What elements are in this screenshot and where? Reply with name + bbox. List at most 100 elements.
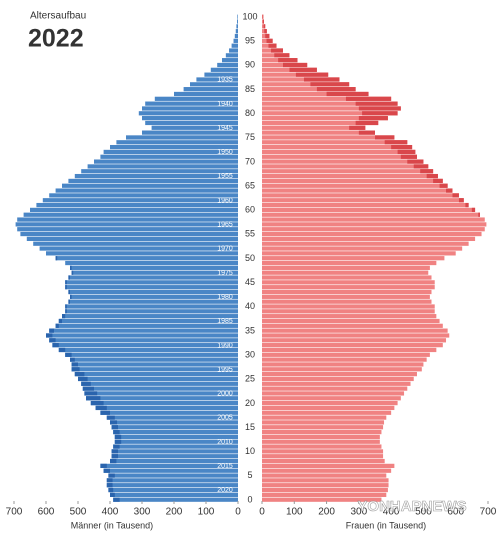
male-surplus [65, 352, 72, 357]
male-surplus [100, 410, 110, 415]
female-bar [262, 289, 432, 295]
female-bar [262, 246, 463, 251]
male-surplus [70, 294, 72, 299]
male-surplus [113, 497, 120, 502]
male-bar [15, 222, 238, 227]
female-bar [262, 309, 435, 314]
male-bar [36, 202, 239, 208]
male-bar [106, 415, 238, 420]
female-bar [262, 241, 469, 246]
x-tick-label-left: 100 [198, 507, 215, 518]
female-bar [262, 202, 469, 208]
birth-year-label: 1940 [217, 101, 233, 108]
age-tick-label: 35 [245, 325, 255, 335]
male-bar [145, 120, 238, 126]
age-tick-label: 100 [242, 11, 257, 21]
male-surplus [55, 323, 59, 328]
male-surplus [70, 357, 75, 362]
female-bar [262, 256, 445, 261]
male-surplus [86, 396, 101, 401]
female-bar [262, 333, 450, 338]
female-bar [262, 483, 389, 488]
female-surplus [355, 120, 379, 126]
male-bar [17, 227, 239, 232]
male-bar [229, 48, 238, 53]
female-surplus [295, 72, 329, 77]
female-bar [262, 444, 382, 449]
age-tick-label: 45 [245, 277, 255, 287]
female-surplus [420, 169, 434, 174]
female-surplus [282, 62, 308, 68]
male-bar [100, 463, 239, 469]
female-bar [262, 478, 389, 483]
male-surplus [110, 492, 115, 497]
male-bar [68, 178, 239, 184]
male-bar [78, 376, 238, 382]
male-bar [26, 236, 238, 241]
female-surplus [452, 193, 459, 198]
male-bar [111, 425, 238, 430]
x-tick-label-left: 700 [6, 507, 23, 518]
female-bar [262, 217, 485, 222]
age-tick-label: 5 [247, 470, 252, 480]
male-surplus [114, 434, 122, 440]
age-tick-label: 25 [245, 374, 255, 384]
male-surplus [90, 400, 104, 406]
female-bar [262, 275, 432, 280]
female-bar [262, 231, 482, 237]
female-bar [262, 125, 366, 130]
x-tick-label-right: 0 [259, 507, 265, 518]
female-surplus [471, 207, 476, 213]
male-surplus [49, 328, 54, 333]
female-surplus [400, 154, 417, 159]
male-surplus [103, 468, 110, 473]
female-bar [262, 362, 424, 367]
male-bar [87, 164, 238, 169]
male-bar [49, 328, 239, 333]
male-bar [55, 256, 238, 261]
male-surplus [62, 314, 66, 319]
male-surplus [84, 391, 98, 396]
male-bar [49, 193, 239, 198]
male-surplus [106, 478, 113, 483]
female-bar [262, 212, 480, 217]
male-bar [81, 381, 238, 386]
female-bar [262, 159, 424, 164]
female-bar [262, 91, 369, 97]
female-bar [262, 425, 384, 430]
male-surplus [58, 347, 66, 353]
male-bar [82, 386, 238, 391]
age-tick-label: 95 [245, 36, 255, 46]
x-axis-label-right: Frauen (in Tausend) [346, 520, 426, 530]
female-surplus [264, 29, 267, 34]
birth-year-label: 2020 [217, 487, 233, 494]
male-surplus [58, 318, 62, 324]
chart-title: 2022 [28, 25, 84, 53]
male-bar [52, 343, 239, 348]
female-surplus [478, 212, 480, 217]
x-tick-label-left: 400 [102, 507, 119, 518]
male-bar [65, 280, 238, 285]
female-surplus [358, 106, 401, 111]
x-tick-label-right: 100 [286, 507, 303, 518]
male-bar [237, 19, 238, 24]
male-bar [74, 173, 238, 179]
male-bar [74, 372, 238, 377]
female-surplus [358, 116, 388, 121]
female-bar [262, 140, 408, 145]
male-bar [190, 82, 238, 87]
male-bar [33, 241, 239, 246]
female-surplus [262, 14, 264, 19]
male-bar [108, 487, 239, 493]
male-surplus [70, 265, 72, 270]
female-bar [262, 299, 432, 304]
male-bar [142, 106, 238, 111]
male-bar [65, 352, 238, 357]
female-bar [262, 343, 443, 348]
female-bar [262, 405, 395, 411]
female-surplus [391, 144, 413, 150]
birth-year-label: 1990 [217, 342, 233, 349]
female-bar [262, 227, 485, 232]
male-bar [17, 217, 239, 222]
